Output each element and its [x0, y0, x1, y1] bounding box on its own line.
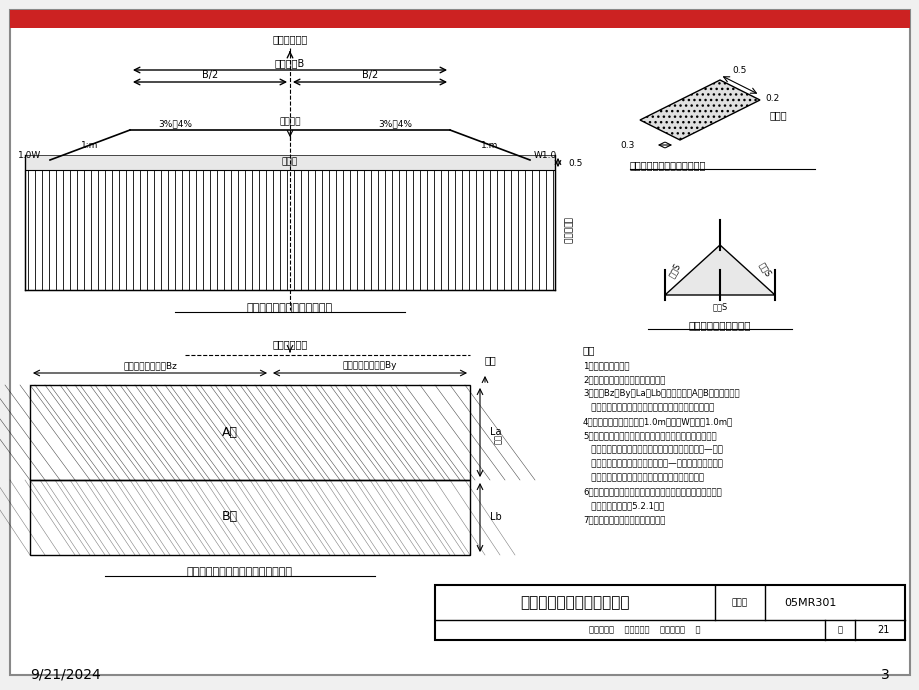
- Text: 路基宽度B: 路基宽度B: [275, 58, 305, 68]
- Text: 道路设计中线: 道路设计中线: [272, 339, 307, 349]
- Text: 右侧平均处理宽度By: 右侧平均处理宽度By: [343, 361, 397, 370]
- Text: 05MR301: 05MR301: [783, 598, 835, 607]
- Text: 沙垫层: 沙垫层: [281, 157, 298, 166]
- Text: 1:m: 1:m: [481, 141, 498, 150]
- Text: 注：: 注：: [583, 345, 595, 355]
- Text: 0.5: 0.5: [732, 66, 746, 75]
- Text: 页: 页: [836, 626, 842, 635]
- Bar: [25, 155, 554, 170]
- Text: 塑料排水板: 塑料排水板: [562, 217, 571, 244]
- Text: A区: A区: [221, 426, 238, 439]
- Text: 间距S: 间距S: [711, 302, 727, 311]
- Text: 5、采用塑料排水板进行软基处理必须进行预压，可以采用: 5、采用塑料排水板进行软基处理必须进行预压，可以采用: [583, 431, 716, 440]
- Text: 0.5: 0.5: [567, 159, 582, 168]
- Text: 塑料排水板处理软基横断面图: 塑料排水板处理软基横断面图: [246, 303, 333, 313]
- Bar: [10, 10, 909, 28]
- Polygon shape: [640, 80, 759, 140]
- Text: 6、本图适用于桥头路基放坏时软基处理；用于路堆软基处理: 6、本图适用于桥头路基放坏时软基处理；用于路堆软基处理: [583, 487, 721, 496]
- Text: 图集号: 图集号: [732, 598, 747, 607]
- Text: B区: B区: [221, 511, 238, 524]
- Text: 图区分、抄真空管路布置及岁封应进行专门设计。: 图区分、抄真空管路布置及岁封应进行专门设计。: [583, 473, 703, 482]
- Bar: [30, 480, 470, 555]
- Text: 间距S: 间距S: [756, 261, 772, 279]
- Bar: [25, 170, 554, 290]
- Bar: [30, 385, 470, 480]
- Text: 左侧平均处理宽度Bz: 左侧平均处理宽度Bz: [123, 361, 176, 370]
- Text: 桥头: 桥头: [484, 355, 496, 365]
- Text: 3: 3: [880, 668, 889, 682]
- Bar: [435, 585, 904, 640]
- Text: 沙垫层内塑料排水板弯折大样: 沙垫层内塑料排水板弯折大样: [630, 160, 706, 170]
- Text: 3、图中Bz、By、La、Lb、板顶标高及A、B区塑料排水板: 3、图中Bz、By、La、Lb、板顶标高及A、B区塑料排水板: [583, 389, 739, 398]
- Text: 1.0W: 1.0W: [18, 150, 41, 159]
- Text: 2、塑料排水板采用正三角形布置。: 2、塑料排水板采用正三角形布置。: [583, 375, 664, 384]
- Text: 时的分区见总说明5.2.1条。: 时的分区见总说明5.2.1条。: [583, 501, 664, 510]
- Text: 7、本图路基横断面形式仅为示意。: 7、本图路基横断面形式仅为示意。: [583, 515, 664, 524]
- Text: Lb: Lb: [490, 512, 501, 522]
- Text: 板长: 板长: [492, 435, 501, 445]
- Text: 板顶标高: 板顶标高: [279, 117, 301, 126]
- Text: 0.3: 0.3: [620, 141, 634, 150]
- Text: 3%～4%: 3%～4%: [158, 119, 192, 128]
- Text: B/2: B/2: [361, 70, 378, 80]
- Text: 9/21/2024: 9/21/2024: [30, 668, 101, 682]
- Text: W1.0: W1.0: [533, 150, 556, 159]
- Text: 1、本图单位：米。: 1、本图单位：米。: [583, 361, 629, 370]
- Text: 21: 21: [876, 625, 889, 635]
- Text: La: La: [490, 427, 501, 437]
- Text: 塑料排水板处理软基平面分区示意图: 塑料排水板处理软基平面分区示意图: [187, 567, 292, 577]
- Text: 塑料排水板处理软基设计图: 塑料排水板处理软基设计图: [519, 595, 630, 610]
- Text: 审核赵建伟    校对刘国有    设计蒋宏伟    页: 审核赵建伟 校对刘国有 设计蒋宏伟 页: [588, 626, 700, 635]
- Text: 沙垫层: 沙垫层: [769, 110, 787, 120]
- Text: 长度，間距详见《塑料排水板处理软基工程数量表》。: 长度，間距详见《塑料排水板处理软基工程数量表》。: [583, 403, 713, 412]
- Text: 4、沙垫层超出外侧排水板1.0m，图中W不小于1.0m。: 4、沙垫层超出外侧排水板1.0m，图中W不小于1.0m。: [583, 417, 732, 426]
- Text: 联合预压。如采用真空预压或真空—堆载联合预压，则加: 联合预压。如采用真空预压或真空—堆载联合预压，则加: [583, 459, 722, 468]
- Text: 堆载（超载、欠载等情况）预压、真空预压或真空—堆载: 堆载（超载、欠载等情况）预压、真空预压或真空—堆载: [583, 445, 722, 454]
- Text: 3%～4%: 3%～4%: [378, 119, 412, 128]
- Text: 塑料排水板平面布置图: 塑料排水板平面布置图: [688, 320, 751, 330]
- Text: 道路设计中线: 道路设计中线: [272, 34, 307, 44]
- Polygon shape: [664, 245, 774, 295]
- Text: 1:m: 1:m: [81, 141, 98, 150]
- Text: 0.2: 0.2: [765, 94, 778, 103]
- Text: B/2: B/2: [201, 70, 218, 80]
- Text: 间距S: 间距S: [666, 261, 682, 279]
